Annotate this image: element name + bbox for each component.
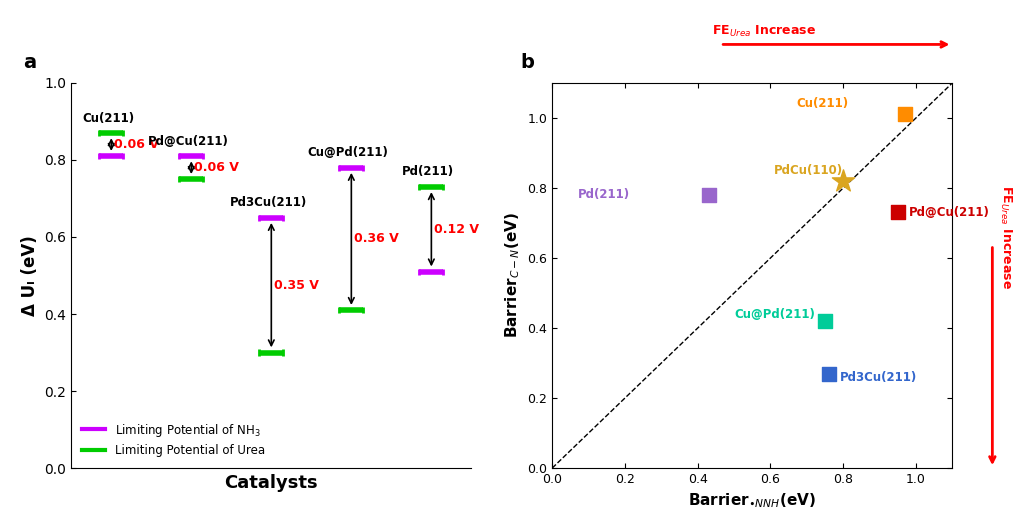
Text: Pd3Cu(211): Pd3Cu(211) [230,196,307,209]
Text: FE$_{Urea}$ Increase: FE$_{Urea}$ Increase [713,23,816,39]
Point [821,369,837,378]
Point [835,177,852,185]
Y-axis label: Barrier$_{C-N}$(eV): Barrier$_{C-N}$(eV) [503,212,522,338]
Point [700,191,717,199]
Legend: Limiting Potential of NH$_3$, Limiting Potential of Urea: Limiting Potential of NH$_3$, Limiting P… [77,417,270,462]
Y-axis label: Δ Uₗ (eV): Δ Uₗ (eV) [21,235,39,316]
Text: a: a [24,53,36,72]
Text: Cu@Pd(211): Cu@Pd(211) [734,307,815,321]
Text: PdCu(110): PdCu(110) [775,164,844,177]
Text: 0.36 V: 0.36 V [353,233,399,245]
Text: Pd(211): Pd(211) [402,166,454,178]
Point [897,110,914,119]
Text: b: b [520,53,535,72]
Text: Pd@Cu(211): Pd@Cu(211) [908,206,990,219]
Text: 0.12 V: 0.12 V [434,223,479,236]
Text: Cu@Pd(211): Cu@Pd(211) [308,146,388,159]
Text: Cu(211): Cu(211) [796,98,848,110]
Text: Pd@Cu(211): Pd@Cu(211) [147,135,229,148]
Point [817,317,833,326]
X-axis label: Catalysts: Catalysts [225,474,318,492]
Text: Pd3Cu(211): Pd3Cu(211) [839,371,917,383]
Text: 0.06 V: 0.06 V [194,161,239,174]
Text: 0.35 V: 0.35 V [274,279,318,292]
Text: Cu(211): Cu(211) [82,112,134,125]
Text: Pd(211): Pd(211) [578,189,629,201]
Text: 0.06 V: 0.06 V [113,138,159,151]
Text: FE$_{Urea}$ Increase: FE$_{Urea}$ Increase [998,185,1014,289]
X-axis label: Barrier$_{\bullet NNH}$(eV): Barrier$_{\bullet NNH}$(eV) [688,492,817,510]
Point [890,208,906,217]
